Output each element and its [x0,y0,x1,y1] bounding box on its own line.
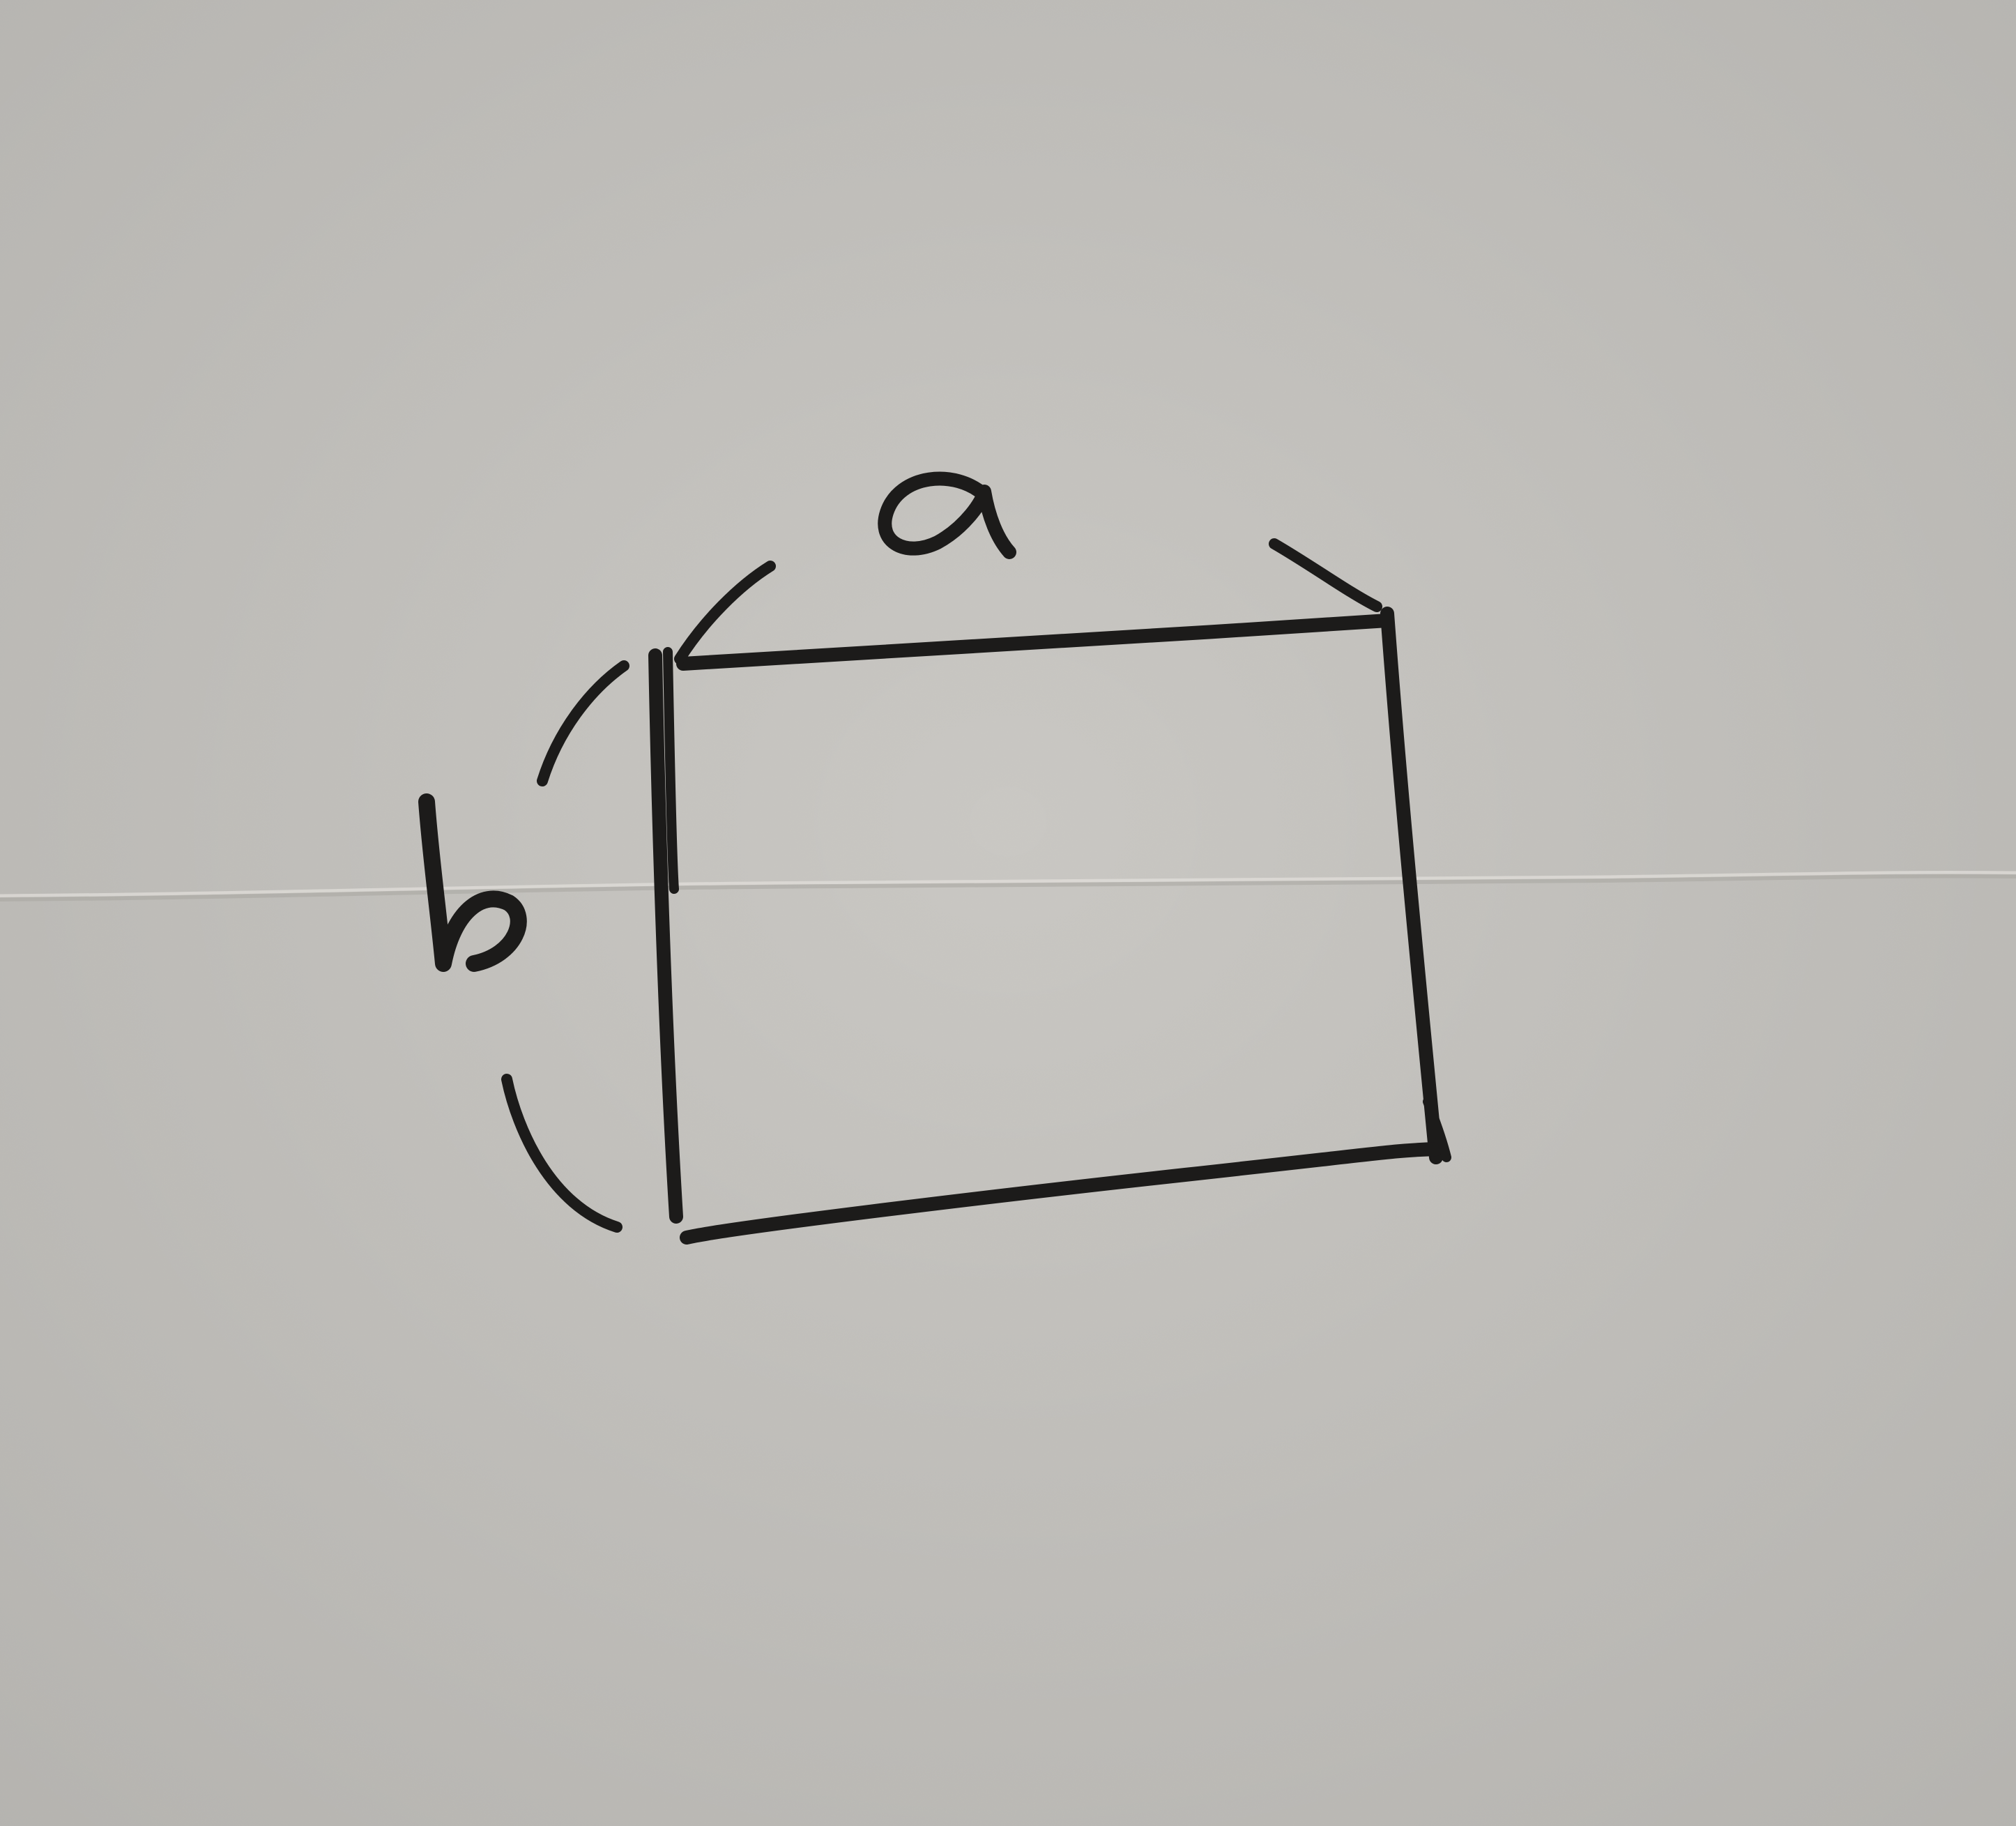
rectangle-left-edge-double [668,652,674,889]
label-a: a [946,538,950,546]
label-b: b [458,922,462,929]
